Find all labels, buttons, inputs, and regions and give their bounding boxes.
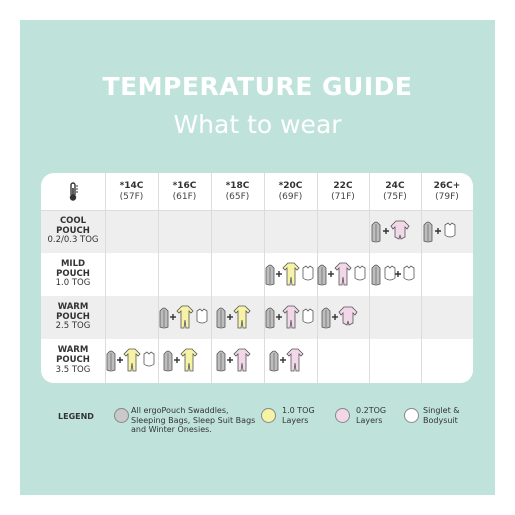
singlet-icon bbox=[143, 351, 154, 367]
singlet-icon bbox=[444, 222, 456, 237]
sleeping-bag-icon bbox=[371, 221, 381, 242]
sleeping-bag-icon bbox=[371, 264, 381, 285]
legend-text: All ergoPouch Swaddles, Sleeping Bags, S… bbox=[131, 406, 256, 435]
singlet-icon bbox=[302, 265, 313, 280]
onesie-icon bbox=[233, 348, 250, 372]
combo-cell bbox=[158, 339, 211, 383]
short-romper-icon bbox=[390, 220, 410, 239]
sleeping-bag-icon bbox=[423, 221, 433, 242]
col-header: *20C (69F) bbox=[278, 180, 303, 202]
sleeping-bag-icon bbox=[317, 264, 327, 285]
onesie-icon bbox=[286, 348, 303, 372]
combo-cell bbox=[264, 339, 317, 383]
sleeping-bag-icon bbox=[265, 307, 274, 328]
row-bg-warm25 bbox=[41, 296, 473, 339]
short-romper-icon bbox=[338, 306, 358, 325]
row-bg-mild bbox=[41, 253, 473, 296]
combo-cell bbox=[369, 253, 421, 296]
col-divider bbox=[317, 173, 318, 383]
col-divider bbox=[211, 173, 212, 383]
combo-cell bbox=[264, 253, 317, 296]
row-label-cool: COOL POUCH 0.2/0.3 TOG bbox=[47, 215, 99, 246]
singlet-icon bbox=[354, 265, 366, 280]
onesie-icon bbox=[180, 348, 197, 372]
sleeping-bag-icon bbox=[269, 350, 278, 372]
sleeping-bag-icon bbox=[321, 307, 331, 328]
col-divider bbox=[264, 173, 265, 383]
combo-cell bbox=[211, 339, 264, 383]
col-header: *16C (61F) bbox=[172, 180, 197, 202]
singlet-icon bbox=[384, 265, 396, 280]
col-divider bbox=[158, 173, 159, 383]
onesie-icon bbox=[282, 305, 299, 328]
temperature-table: *14C (57F) *16C (61F) *18C (65F) *20C (69F) … bbox=[41, 173, 473, 383]
legend-swatch-pink bbox=[335, 408, 350, 423]
onesie-icon bbox=[282, 262, 299, 285]
combo-cell bbox=[158, 296, 211, 339]
combo-cell bbox=[264, 296, 317, 339]
legend: LEGEND All ergoPouch Swaddles, Sleeping … bbox=[20, 404, 495, 474]
onesie-icon bbox=[123, 348, 140, 372]
legend-text: 0.2TOG Layers bbox=[356, 406, 387, 425]
row-label-warm35: WARM POUCH 3.5 TOG bbox=[55, 345, 91, 375]
sleeping-bag-icon bbox=[216, 307, 225, 328]
thermometer-icon bbox=[69, 181, 78, 201]
legend-swatch-grey bbox=[114, 408, 129, 423]
sleeping-bag-icon bbox=[265, 264, 274, 285]
singlet-icon bbox=[302, 308, 313, 323]
combo-cell bbox=[105, 339, 158, 383]
legend-swatch-yellow bbox=[261, 408, 276, 423]
combo-cell bbox=[317, 253, 369, 296]
col-header: 26C+ (79F) bbox=[433, 180, 461, 202]
legend-text: Singlet & Bodysuit bbox=[423, 406, 460, 425]
sleeping-bag-icon bbox=[163, 350, 172, 372]
row-label-mild: MILD POUCH 1.0 TOG bbox=[55, 258, 91, 289]
header-divider bbox=[41, 210, 473, 211]
singlet-icon bbox=[196, 308, 207, 323]
combo-cell bbox=[211, 296, 264, 339]
sleeping-bag-icon bbox=[159, 307, 168, 328]
col-header: *14C (57F) bbox=[119, 180, 144, 202]
col-header: 24C (75F) bbox=[383, 180, 407, 202]
onesie-icon bbox=[334, 262, 352, 285]
col-divider bbox=[105, 173, 106, 383]
singlet-icon bbox=[403, 265, 415, 280]
row-label-warm25: WARM POUCH 2.5 TOG bbox=[55, 301, 91, 332]
page-subtitle: What to wear bbox=[173, 110, 342, 139]
combo-cell bbox=[421, 210, 473, 253]
legend-swatch-white bbox=[404, 408, 419, 423]
col-header: 22C (71F) bbox=[331, 180, 355, 202]
onesie-icon bbox=[176, 305, 193, 328]
combo-cell bbox=[369, 210, 421, 253]
sleeping-bag-icon bbox=[106, 350, 115, 372]
page-title: TEMPERATURE GUIDE bbox=[102, 72, 413, 101]
sleeping-bag-icon bbox=[216, 350, 225, 372]
combo-cell bbox=[317, 296, 369, 339]
legend-label: LEGEND bbox=[58, 412, 94, 421]
legend-text: 1.0 TOG Layers bbox=[282, 406, 315, 425]
col-divider bbox=[369, 173, 370, 383]
col-header: *18C (65F) bbox=[225, 180, 250, 202]
col-divider bbox=[421, 173, 422, 383]
header-thermometer bbox=[41, 173, 105, 210]
onesie-icon bbox=[233, 305, 250, 328]
